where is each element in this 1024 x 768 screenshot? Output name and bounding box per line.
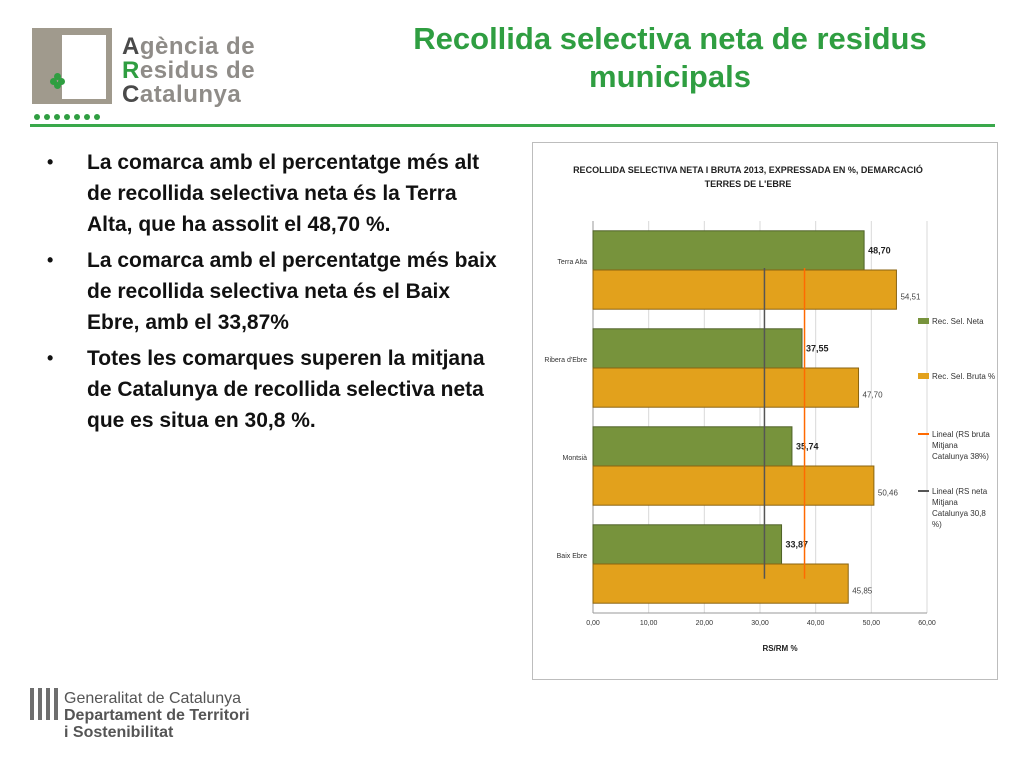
bar-neta [592,426,793,467]
category-label: Montsià [562,455,587,462]
x-axis-label: RS/RM % [762,644,797,653]
bar-neta [592,230,865,271]
generalitat-logo-icon [30,688,58,720]
data-label-bruta: 50,46 [878,489,899,498]
x-tick-label: 40,00 [807,620,825,627]
legend-swatch-bruta [918,373,929,379]
legend-label-line-bruta: Lineal (RS bruta Mitjana Catalunya 38%) [932,430,990,461]
data-label-bruta: 45,85 [852,587,873,596]
chart-title: RECOLLIDA SELECTIVA NETA I BRUTA 2013, E… [573,165,923,189]
legend-swatch-neta [918,318,929,324]
bullet-item: • La comarca amb el percentatge més baix … [47,249,497,334]
category-label: Baix Ebre [557,553,587,560]
bar-bruta [592,367,860,408]
arc-logo-r-shape [50,35,106,99]
bar-bruta [592,563,849,604]
leaf-icon [50,73,66,89]
category-label: Terra Alta [557,259,587,266]
agencia-residus-logo: Agència de Residus de Catalunya [30,25,270,120]
slide-title: Recollida selectiva neta de residus muni… [413,21,927,94]
data-label-neta: 35,74 [796,441,819,451]
logo-text: Agència de Residus de Catalunya [122,33,256,108]
footer-line-2: Departament de Territori [64,707,250,724]
bar-neta [592,328,803,369]
bar-bruta [592,269,897,310]
recycling-chart: RECOLLIDA SELECTIVA NETA I BRUTA 2013, E… [532,142,998,680]
bullet-item: • Totes les comarques superen la mitjana … [47,347,485,432]
x-tick-label: 0,00 [586,620,600,627]
legend-label-neta: Rec. Sel. Neta [932,317,984,326]
footer-org: Generalitat de Catalunya Departament de … [64,690,250,741]
bar-bruta [592,465,875,506]
data-label-neta: 33,87 [786,539,809,549]
footer-line-1: Generalitat de Catalunya [64,690,241,707]
data-label-bruta: 47,70 [863,391,884,400]
bar-neta [592,524,783,565]
bullet-text: La comarca amb el percentatge més alt de… [87,151,480,236]
data-label-neta: 48,70 [868,245,891,255]
bullet-list: • La comarca amb el percentatge més alt d… [45,147,505,441]
bullet-item: • La comarca amb el percentatge més alt d… [47,151,480,236]
x-tick-label: 30,00 [751,620,769,627]
x-tick-label: 20,00 [696,620,714,627]
logo-dots [34,107,104,120]
bullet-text: La comarca amb el percentatge més baix d… [87,249,497,334]
legend-label-bruta: Rec. Sel. Bruta % [932,372,996,381]
x-tick-label: 50,00 [863,620,881,627]
category-label: Ribera d'Ebre [544,357,587,364]
legend-swatch-line-neta [918,490,929,492]
data-label-bruta: 54,51 [900,293,921,302]
chart-canvas: 48,70 54,51 Terra Alta 37,55 47,70 Ribera d'E… [544,221,936,653]
title-divider [30,124,995,127]
bullet-text: Totes les comarques superen la mitjana d… [87,347,485,432]
legend-swatch-line-bruta [918,433,929,435]
data-label-neta: 37,55 [806,343,829,353]
x-tick-label: 60,00 [918,620,936,627]
legend-label-line-neta: Lineal (RS neta Mitjana Catalunya 30,8 %… [932,487,988,529]
footer-line-3: i Sostenibilitat [64,724,174,741]
x-tick-label: 10,00 [640,620,658,627]
